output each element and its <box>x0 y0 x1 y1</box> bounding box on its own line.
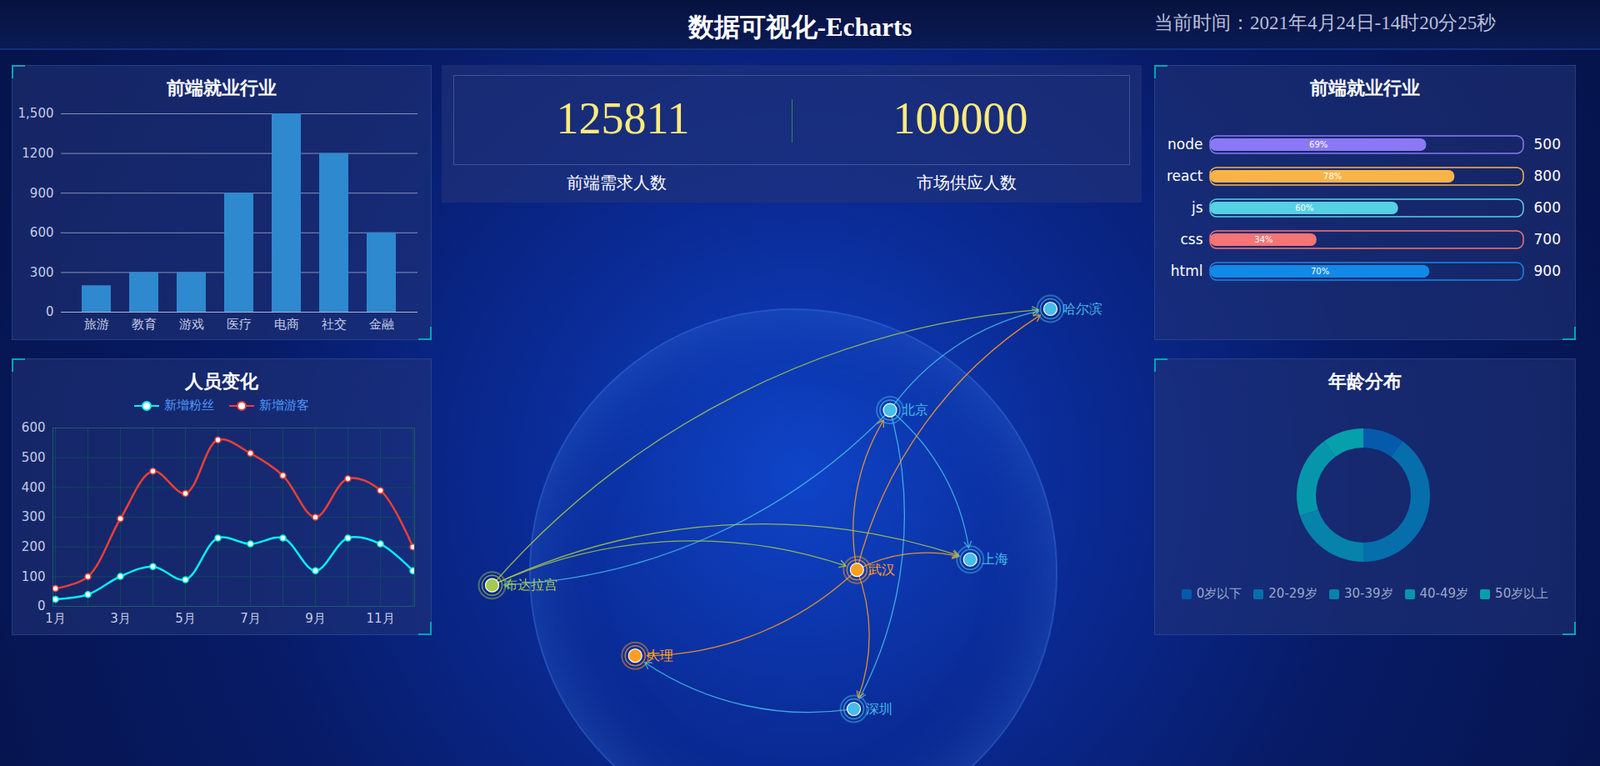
svg-text:11月: 11月 <box>365 610 395 626</box>
html-text:0岁以下: 0岁以下 <box>1196 585 1242 601</box>
svg-text:9月: 9月 <box>305 610 326 626</box>
html-text:市场供应人数: 市场供应人数 <box>916 172 1017 193</box>
svg-text:1,500: 1,500 <box>18 105 55 121</box>
svg-text:7月: 7月 <box>240 610 261 626</box>
svg-text:上海: 上海 <box>981 550 1009 567</box>
svg-text:css: css <box>1180 230 1203 248</box>
svg-text:1月: 1月 <box>45 610 66 626</box>
html-text:新增游客: 新增游客 <box>259 397 310 413</box>
html-text:前端就业行业: 前端就业行业 <box>166 77 277 99</box>
html-text:50岁以上: 50岁以上 <box>1495 585 1549 601</box>
html-text:新增粉丝: 新增粉丝 <box>164 397 215 413</box>
html-text:前端就业行业: 前端就业行业 <box>1310 77 1420 99</box>
svg-text:哈尔滨: 哈尔滨 <box>1062 300 1103 317</box>
svg-text:78%: 78% <box>1323 171 1342 181</box>
svg-text:教育: 教育 <box>131 316 157 332</box>
svg-text:300: 300 <box>30 265 55 280</box>
svg-text:400: 400 <box>21 480 46 495</box>
svg-text:react: react <box>1166 167 1204 185</box>
svg-text:大理: 大理 <box>646 647 674 664</box>
svg-text:800: 800 <box>1534 167 1561 185</box>
svg-text:html: html <box>1170 262 1204 280</box>
svg-text:1200: 1200 <box>21 145 54 161</box>
svg-text:500: 500 <box>21 450 46 465</box>
html-text:当前时间：2021年4月24日-14时20分25秒: 当前时间：2021年4月24日-14时20分25秒 <box>1154 12 1496 34</box>
svg-text:布达拉宫: 布达拉宫 <box>504 576 558 593</box>
html-text:100000: 100000 <box>892 93 1028 144</box>
svg-text:200: 200 <box>21 539 46 555</box>
svg-text:69%: 69% <box>1309 140 1328 150</box>
svg-text:0: 0 <box>45 304 55 320</box>
svg-text:300: 300 <box>21 509 46 525</box>
html-text:20-29岁: 20-29岁 <box>1268 585 1318 601</box>
svg-text:70%: 70% <box>1310 266 1330 276</box>
svg-text:医疗: 医疗 <box>226 316 252 332</box>
svg-text:700: 700 <box>1534 230 1561 248</box>
svg-text:北京: 北京 <box>901 401 929 418</box>
svg-text:node: node <box>1167 135 1203 153</box>
svg-text:600: 600 <box>30 225 55 240</box>
svg-text:武汉: 武汉 <box>868 561 895 578</box>
html-text:人员变化: 人员变化 <box>185 370 259 392</box>
svg-text:5月: 5月 <box>175 610 196 626</box>
svg-text:34%: 34% <box>1254 235 1273 245</box>
html-text:年龄分布: 年龄分布 <box>1328 370 1402 392</box>
html-text:40-49岁: 40-49岁 <box>1419 585 1469 601</box>
svg-text:500: 500 <box>1534 135 1561 153</box>
svg-text:900: 900 <box>1534 262 1561 280</box>
svg-text:600: 600 <box>1534 199 1561 216</box>
svg-text:900: 900 <box>30 185 55 201</box>
svg-text:60%: 60% <box>1295 203 1314 213</box>
svg-text:社交: 社交 <box>321 316 347 332</box>
svg-text:游戏: 游戏 <box>179 316 205 332</box>
svg-text:600: 600 <box>21 420 46 435</box>
svg-text:0: 0 <box>37 598 46 614</box>
html-text:数据可视化-Echarts: 数据可视化-Echarts <box>688 12 912 42</box>
html-text:125811: 125811 <box>556 93 690 144</box>
html-text:30-39岁: 30-39岁 <box>1344 585 1393 601</box>
svg-text:电商: 电商 <box>274 316 300 332</box>
svg-text:旅游: 旅游 <box>84 316 110 332</box>
svg-text:深圳: 深圳 <box>865 700 893 717</box>
svg-text:100: 100 <box>21 569 46 585</box>
svg-text:金融: 金融 <box>369 316 395 332</box>
svg-text:3月: 3月 <box>110 610 131 626</box>
svg-text:js: js <box>1190 199 1204 216</box>
html-text:前端需求人数: 前端需求人数 <box>566 172 667 193</box>
